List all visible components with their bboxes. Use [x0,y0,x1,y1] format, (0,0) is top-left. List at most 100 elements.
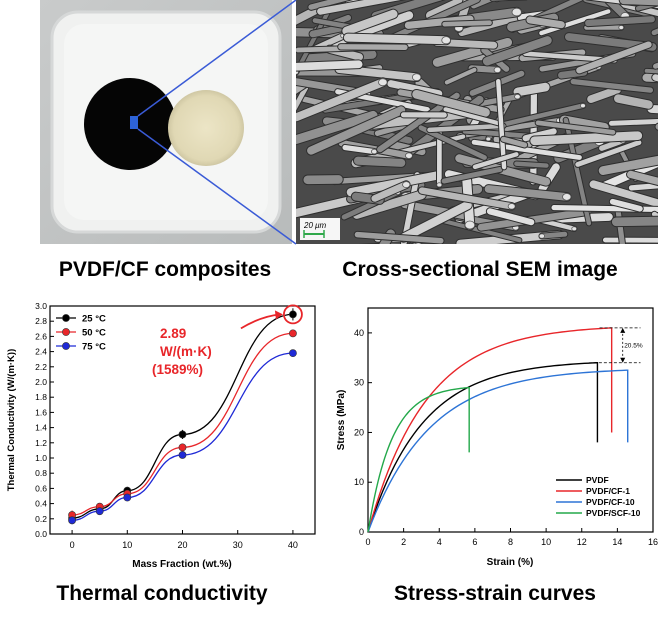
tc-x-tick-label: 20 [177,540,187,550]
fiber [599,138,626,151]
fiber [308,0,350,10]
fiber [494,103,586,129]
tc-series-line [72,332,293,516]
ss-x-tick-label: 0 [365,537,370,547]
ss-legend-label: PVDF/CF-1 [586,486,630,496]
fiber [539,231,568,239]
ss-x-tick-label: 12 [577,537,587,547]
fiber [371,181,410,202]
fiber [587,86,621,103]
ss-ref-arrow-down [620,357,626,363]
tc-y-tick-label: 1.2 [35,438,47,448]
fiber [614,94,653,109]
tc-annotation-value: 2.89 [160,326,186,341]
fiber [539,9,611,36]
fiber [352,190,426,219]
fiber-end [436,182,443,188]
tc-data-point [178,451,187,459]
fiber-end [464,220,476,230]
sem-scale-label: 20 μm [303,221,327,230]
fiber [559,115,609,132]
tc-data-point [123,493,132,502]
tc-annotation: 2.89 W/(m·K) (1589%) [152,304,303,377]
fiber [283,110,378,147]
fiber [426,0,475,20]
tc-y-tick-label: 3.0 [35,301,47,311]
fiber [484,185,571,201]
tc-y-tick-label: 0.6 [35,483,47,493]
ss-x-tick-label: 2 [401,537,406,547]
fiber-end [571,226,578,232]
ss-x-tick-label: 16 [648,537,658,547]
tc-y-tick-label: 0.0 [35,529,47,539]
ss-y-tick-label: 0 [359,527,364,537]
tc-y-tick-label: 2.8 [35,316,47,326]
fiber [292,78,387,122]
ss-series-line [367,362,599,533]
ss-annotation-percent: 20.5% [624,342,643,349]
tc-legend-marker [62,314,70,322]
ss-x-axis-label: Strain (%) [487,557,534,568]
fiber [442,20,492,27]
fiber [309,24,344,38]
ss-series-line [367,386,470,533]
tc-data-point [289,310,297,319]
fiber [585,16,655,27]
fiber-end [538,233,545,239]
fiber [482,36,552,66]
ss-legend-label: PVDF/SCF-10 [586,508,641,518]
fiber [335,65,421,82]
fiber [526,16,565,29]
fiber [535,120,616,135]
tc-y-tick-label: 2.4 [35,347,47,357]
fiber [472,152,519,170]
ss-x-tick-label: 6 [472,537,477,547]
magnifier-lines [137,0,297,245]
fiber [530,131,643,146]
tc-y-tick-label: 0.2 [35,514,47,524]
tc-y-tick-label: 0.4 [35,499,47,509]
fiber [619,0,660,6]
fiber [513,82,550,97]
ss-legend-label: PVDF/CF-10 [586,497,635,507]
caption-sem: Cross-sectional SEM image [342,258,618,281]
caption-photo: PVDF/CF composites [58,258,272,281]
ss-legend-label: PVDF [586,475,609,485]
tc-legend-marker [62,342,70,350]
ss-y-tick-label: 10 [354,477,364,487]
tc-highlight-arrow [240,313,281,330]
tc-legend-label: 50 °C [82,328,106,339]
fiber [322,93,415,113]
ss-x-tick-label: 4 [437,537,442,547]
tc-arrowhead [274,310,283,320]
tc-y-axis-label: Thermal Conductivity (W/(m·K)) [6,349,17,492]
fiber [342,144,377,155]
tc-x-tick-label: 0 [70,540,75,550]
tc-data-point [95,507,104,516]
tc-y-tick-label: 0.8 [35,468,47,478]
fiber [627,170,660,186]
ss-series-line [367,369,629,533]
caption-thermal: Thermal conductivity [56,582,268,605]
fiber-end [441,36,451,45]
tc-y-tick-label: 2.0 [35,377,47,387]
fiber [354,231,444,244]
tc-y-tick-label: 2.2 [35,362,47,372]
fiber [346,171,442,197]
fiber [342,9,398,36]
tc-data-point [178,443,187,452]
fiber [522,128,557,142]
ss-y-tick-label: 20 [354,427,364,437]
tc-y-tick-label: 1.4 [35,423,47,433]
tc-y-tick-label: 2.6 [35,331,47,341]
fiber [496,78,507,170]
fiber [387,80,443,98]
fiber [598,155,660,175]
fiber [471,139,582,160]
fiber [599,157,660,191]
fiber [338,44,408,50]
fiber [589,180,660,208]
thermal-conductivity-chart: 0 10 20 30 40 0.0 0.2 0.4 0.6 0.8 1.0 1.2 1.4 1.6 1.8 2… [6,301,316,570]
